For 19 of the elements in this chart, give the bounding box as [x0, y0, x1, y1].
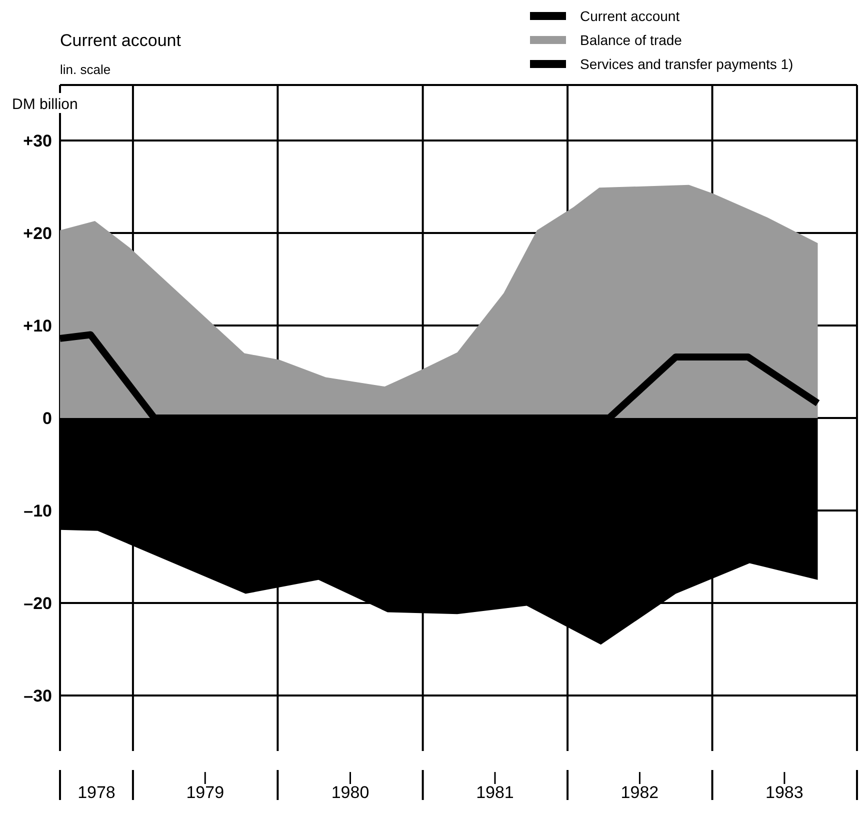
y-tick-label: –30 [24, 686, 52, 706]
chart-title: Current account [60, 31, 182, 50]
legend-label: Current account [580, 8, 680, 24]
legend-label: Services and transfer payments 1) [580, 56, 794, 72]
x-tick-label: 1981 [476, 783, 514, 802]
y-tick-label: 0 [42, 409, 52, 428]
y-tick-label: +10 [23, 316, 52, 336]
y-tick-label: –20 [24, 594, 52, 613]
x-tick-label: 1979 [186, 783, 224, 802]
y-tick-label: –10 [24, 502, 52, 520]
chart-subtitle: lin. scale [60, 62, 111, 77]
x-tick-label: 1982 [620, 783, 659, 802]
y-tick-label: +30 [23, 132, 52, 150]
x-tick-label: 1978 [78, 783, 116, 802]
y-tick-label: +20 [23, 224, 52, 243]
x-tick-label: 1983 [766, 783, 804, 802]
legend-label: Balance of trade [580, 32, 682, 48]
y-axis-title: DM billion [12, 96, 78, 113]
x-tick-label: 1980 [331, 783, 370, 802]
